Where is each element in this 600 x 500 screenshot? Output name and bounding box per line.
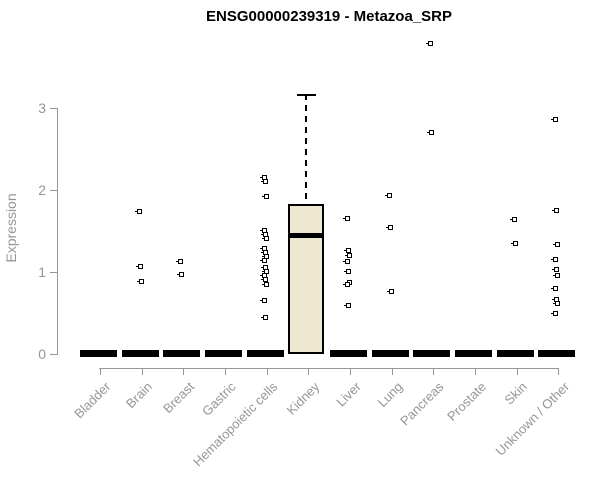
data-point bbox=[260, 298, 267, 303]
x-axis-tick bbox=[392, 368, 393, 375]
x-axis-tick bbox=[267, 368, 268, 375]
data-point bbox=[136, 264, 143, 269]
x-axis-label-pancreas: Pancreas bbox=[397, 379, 447, 429]
x-axis-tick bbox=[433, 368, 434, 375]
chart-title: ENSG00000239319 - Metazoa_SRP bbox=[206, 8, 452, 25]
x-axis-tick bbox=[183, 368, 184, 375]
zero-box bbox=[122, 350, 159, 357]
x-axis-label-lung: Lung bbox=[374, 379, 406, 411]
zero-box bbox=[247, 350, 284, 357]
data-point bbox=[344, 303, 351, 308]
data-point bbox=[262, 282, 269, 287]
upper-whisker bbox=[305, 94, 307, 204]
zero-box bbox=[372, 350, 409, 357]
y-axis-tick-label: 3 bbox=[38, 100, 46, 116]
data-point bbox=[511, 241, 518, 246]
x-axis-line bbox=[99, 368, 559, 369]
x-axis-label-kidney: Kidney bbox=[283, 379, 322, 418]
y-axis-tick bbox=[50, 108, 58, 109]
data-point bbox=[135, 209, 142, 214]
zero-box bbox=[455, 350, 492, 357]
data-point bbox=[344, 248, 351, 253]
data-point bbox=[261, 277, 268, 282]
x-axis-tick bbox=[558, 368, 559, 375]
x-axis-tick bbox=[350, 368, 351, 375]
data-point bbox=[551, 117, 558, 122]
data-point bbox=[553, 242, 560, 247]
data-point bbox=[177, 272, 184, 277]
data-point bbox=[261, 315, 268, 320]
x-axis-tick bbox=[225, 368, 226, 375]
data-point bbox=[262, 236, 269, 241]
data-point bbox=[137, 279, 144, 284]
x-axis-tick bbox=[308, 368, 309, 375]
x-axis-label-unknown-other: Unknown / Other bbox=[492, 379, 572, 459]
data-point bbox=[553, 301, 560, 306]
whisker-cap bbox=[297, 94, 316, 96]
data-point bbox=[386, 225, 393, 230]
data-point bbox=[261, 179, 268, 184]
y-axis-tick-label: 1 bbox=[38, 264, 46, 280]
box bbox=[288, 204, 324, 354]
x-axis-label-gastric: Gastric bbox=[198, 379, 239, 419]
zero-box bbox=[538, 350, 575, 357]
data-point bbox=[427, 130, 434, 135]
data-point bbox=[343, 282, 350, 287]
y-axis-tick bbox=[50, 190, 58, 191]
data-point bbox=[553, 273, 560, 278]
zero-box bbox=[163, 350, 200, 357]
data-point bbox=[343, 259, 350, 264]
y-axis-tick bbox=[50, 354, 58, 355]
x-axis-label-skin: Skin bbox=[501, 379, 531, 408]
zero-box bbox=[205, 350, 242, 357]
median-line bbox=[290, 233, 322, 238]
data-point bbox=[551, 257, 558, 262]
zero-box bbox=[330, 350, 367, 357]
data-point bbox=[343, 216, 350, 221]
data-point bbox=[552, 208, 559, 213]
x-axis-tick bbox=[475, 368, 476, 375]
data-point bbox=[385, 193, 392, 198]
data-point bbox=[344, 269, 351, 274]
zero-box bbox=[80, 350, 117, 357]
data-point bbox=[387, 289, 394, 294]
x-axis-label-prostate: Prostate bbox=[443, 379, 489, 424]
y-axis-tick-label: 2 bbox=[38, 182, 46, 198]
y-axis-tick bbox=[50, 272, 58, 273]
x-axis-label-breast: Breast bbox=[159, 379, 197, 417]
data-point bbox=[551, 311, 558, 316]
data-point bbox=[510, 217, 517, 222]
y-axis-line bbox=[57, 108, 58, 355]
x-axis-tick bbox=[100, 368, 101, 375]
x-axis-tick bbox=[142, 368, 143, 375]
data-point bbox=[551, 286, 558, 291]
x-axis-label-liver: Liver bbox=[333, 379, 364, 410]
data-point bbox=[260, 258, 267, 263]
data-point bbox=[426, 41, 433, 46]
data-point bbox=[345, 253, 352, 258]
zero-box bbox=[497, 350, 534, 357]
x-axis-label-bladder: Bladder bbox=[71, 379, 114, 422]
x-axis-tick bbox=[517, 368, 518, 375]
x-axis-label-brain: Brain bbox=[123, 379, 156, 412]
data-point bbox=[552, 267, 559, 272]
zero-box bbox=[413, 350, 450, 357]
data-point bbox=[176, 259, 183, 264]
y-axis-tick-label: 0 bbox=[38, 346, 46, 362]
data-point bbox=[262, 194, 269, 199]
